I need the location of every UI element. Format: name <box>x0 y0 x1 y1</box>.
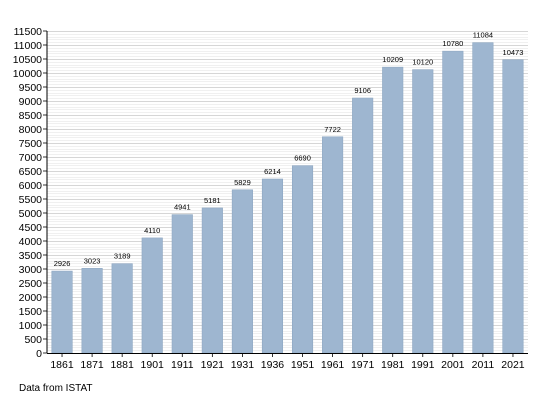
y-tick-label-6500: 6500 <box>19 166 43 178</box>
y-tick-label-9000: 9000 <box>19 96 43 108</box>
y-tick-label-3500: 3500 <box>19 250 43 262</box>
data-label-1881: 3189 <box>114 252 131 261</box>
y-tick-label-0: 0 <box>36 348 42 360</box>
bar-1881 <box>111 263 133 354</box>
y-tick-label-6000: 6000 <box>19 180 43 192</box>
data-label-1901: 4110 <box>144 226 160 235</box>
data-label-1871: 3023 <box>84 256 101 265</box>
bar-1911 <box>171 214 193 354</box>
bar-1951 <box>291 165 314 354</box>
axes <box>46 31 528 354</box>
data-label-2011: 11084 <box>473 31 493 40</box>
x-tick-label-1951: 1951 <box>291 359 315 371</box>
y-tick-label-1000: 1000 <box>19 320 43 332</box>
source-note: Data from ISTAT <box>19 383 93 394</box>
y-tick-label-5000: 5000 <box>19 208 43 220</box>
y-tick-label-4000: 4000 <box>19 236 43 248</box>
x-tick-label-1971: 1971 <box>351 359 375 371</box>
y-tick-label-8500: 8500 <box>19 110 43 122</box>
bar-2011 <box>472 42 494 354</box>
bars <box>51 42 524 354</box>
y-tick-label-9500: 9500 <box>19 82 43 94</box>
bar-1921 <box>201 207 223 354</box>
y-tick-label-11500: 11500 <box>14 26 43 38</box>
y-tick-label-500: 500 <box>24 334 42 346</box>
bar-1971 <box>352 97 374 354</box>
bar-1936 <box>261 178 284 354</box>
data-label-1981: 10209 <box>382 55 403 64</box>
y-tick-label-8000: 8000 <box>19 124 43 136</box>
data-label-1961: 7722 <box>324 125 341 134</box>
y-tick-label-7500: 7500 <box>19 138 43 150</box>
bar-1861 <box>51 270 73 354</box>
x-tick-label-1881: 1881 <box>110 359 134 371</box>
bar-2021 <box>502 59 524 354</box>
bar-1901 <box>141 237 163 354</box>
x-tick-label-1931: 1931 <box>231 359 255 371</box>
x-tick-label-1871: 1871 <box>80 359 104 371</box>
bar-1991 <box>412 69 434 354</box>
x-tick-label-1921: 1921 <box>201 359 225 371</box>
y-tick-label-3000: 3000 <box>19 264 43 276</box>
bar-2001 <box>442 50 464 354</box>
x-tick-label-1901: 1901 <box>141 359 165 371</box>
bar-1871 <box>81 268 103 354</box>
bar-1981 <box>382 66 404 354</box>
bar-1931 <box>231 189 253 354</box>
bar-1961 <box>322 136 344 354</box>
data-label-1861: 2926 <box>54 259 71 268</box>
x-tick-label-2021: 2021 <box>501 359 525 371</box>
data-label-1951: 6690 <box>294 154 311 163</box>
data-labels: 2926 3023 3189 4110 4941 5181 5829 6214 6690 7722… <box>54 31 524 268</box>
x-tick-label-2011: 2011 <box>472 359 495 371</box>
y-tick-label-5500: 5500 <box>19 194 43 206</box>
data-label-1991: 10120 <box>412 58 433 67</box>
data-label-2021: 10473 <box>503 48 524 57</box>
x-tick-label-1991: 1991 <box>411 359 435 371</box>
x-tick-label-1981: 1981 <box>381 359 405 371</box>
y-tick-label-11000: 11000 <box>14 40 43 52</box>
y-tick-label-2000: 2000 <box>19 292 43 304</box>
x-tick-labels: 1861 1871 1881 1901 1911 1921 1931 1936 1951 1961… <box>50 353 525 371</box>
data-label-1911: 4941 <box>174 203 191 212</box>
data-label-1971: 9106 <box>354 86 371 95</box>
y-tick-label-10000: 10000 <box>13 68 42 80</box>
x-tick-label-2001: 2001 <box>441 359 465 371</box>
x-tick-label-1911: 1911 <box>171 359 194 371</box>
y-tick-labels: 0 500 1000 1500 2000 2500 3000 3500 4000 4500 5000… <box>13 26 47 360</box>
data-label-2001: 10780 <box>442 39 463 48</box>
data-label-1936: 6214 <box>264 167 281 176</box>
data-label-1931: 5829 <box>234 178 251 187</box>
y-tick-label-7000: 7000 <box>19 152 43 164</box>
y-tick-label-4500: 4500 <box>19 222 43 234</box>
y-tick-label-2500: 2500 <box>19 278 43 290</box>
x-tick-label-1936: 1936 <box>261 359 285 371</box>
x-tick-label-1961: 1961 <box>321 359 345 371</box>
data-label-1921: 5181 <box>204 196 221 205</box>
y-tick-label-1500: 1500 <box>19 306 43 318</box>
y-tick-label-10500: 10500 <box>13 54 42 66</box>
x-tick-label-1861: 1861 <box>50 359 74 371</box>
